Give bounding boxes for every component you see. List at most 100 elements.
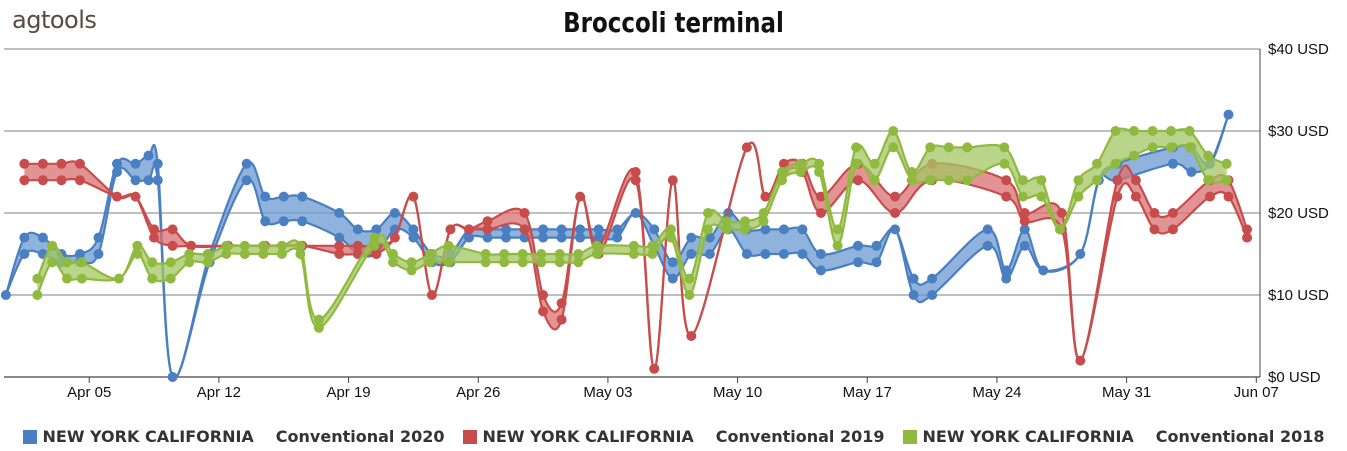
legend-item-2019[interactable]: NEW YORK CALIFORNIA Conventional 2019 [462,427,885,446]
data-point-high [1001,265,1012,276]
data-point-low [184,257,195,268]
data-point-high [165,257,176,268]
data-point-high [593,224,604,235]
data-point-low [482,232,493,243]
data-point-high [890,191,901,202]
data-point-low [869,175,880,186]
data-point-high [132,240,143,251]
data-point-low [241,175,252,186]
data-point-high [1166,126,1177,136]
chart-legend: NEW YORK CALIFORNIA Conventional 2020 NE… [0,427,1347,446]
data-point-high [667,175,678,186]
data-point-low [519,224,530,235]
data-point-low [295,249,306,259]
data-point-high [74,158,85,169]
data-point-high [408,224,419,235]
data-point-high [184,249,195,259]
data-point-high [389,232,400,243]
legend-name-2020: NEW YORK CALIFORNIA [42,427,254,446]
data-point-high [740,216,751,227]
data-point-low [56,175,67,186]
data-point-low [313,322,324,333]
data-point-high [612,224,623,235]
data-point-high [47,240,58,251]
data-point-high [908,273,919,284]
data-point-low [1204,191,1215,202]
data-point-low [1017,191,1028,202]
data-point-low [667,273,678,284]
data-point-high [888,126,899,136]
data-point-low [853,175,864,186]
legend-item-2020[interactable]: NEW YORK CALIFORNIA Conventional 2020 [22,427,445,446]
data-point-low [130,175,141,186]
data-point-high [815,191,826,202]
x-tick-label: Apr 19 [326,384,370,401]
data-point-high [445,224,456,235]
data-point-low [721,224,732,235]
data-point-low [1110,158,1121,169]
data-point-low [1019,216,1030,227]
data-point-low [221,249,232,259]
data-point-low [480,257,491,268]
data-point-high [591,240,602,251]
data-point-low [832,240,843,251]
data-point-low [591,249,602,259]
data-point-high [56,158,67,169]
data-point-low [797,249,808,259]
data-point-high [74,249,85,259]
data-point-high [149,224,160,235]
data-point-low [704,249,715,259]
x-tick-label: Apr 26 [456,384,500,401]
data-point-low [740,224,751,235]
data-point-high [130,191,141,202]
data-point-low [167,240,178,251]
data-point-high [1112,175,1123,186]
data-point-low [93,249,104,259]
data-point-low [202,257,213,268]
data-point-low [982,240,993,251]
data-point-low [573,257,584,268]
data-point-high [741,142,752,153]
data-point-high [927,273,938,284]
data-point-high [221,240,232,251]
data-point-high [239,240,250,251]
data-point-low [925,175,936,186]
legend-label-2019: Conventional 2019 [715,427,885,446]
data-point-low [760,249,771,259]
data-point-low [1184,142,1195,153]
data-point-high [167,372,178,382]
data-point-high [628,240,639,251]
legend-swatch-2018 [902,429,917,444]
data-point-high [538,290,549,300]
data-point-high [556,298,567,309]
data-point-high [575,224,586,235]
legend-item-2018[interactable]: NEW YORK CALIFORNIA Conventional 2018 [902,427,1325,446]
data-point-low [1036,191,1047,202]
data-point-low [499,257,510,268]
data-point-low [517,257,528,268]
data-point-high [152,158,163,169]
data-point-low [556,232,567,243]
data-point-high [647,240,658,251]
data-point-low [1221,175,1232,186]
data-point-high [649,363,660,374]
data-point-high [1019,208,1030,218]
data-point-low [665,232,676,243]
data-point-high [573,249,584,259]
data-point-low [76,273,87,284]
data-point-high [295,240,306,251]
data-point-high [186,240,197,251]
data-point-high [702,208,713,218]
data-point-high [665,224,676,235]
x-tick-label: Apr 05 [67,384,111,401]
data-point-low [612,232,623,243]
data-point-low [1203,175,1214,186]
data-point-low [684,290,695,300]
data-point-low [143,175,154,186]
data-point-low [777,175,788,186]
data-point-high [536,249,547,259]
data-point-high [890,224,901,235]
data-point-high [241,158,252,169]
data-point-high [686,232,697,243]
data-point-high [278,191,289,202]
